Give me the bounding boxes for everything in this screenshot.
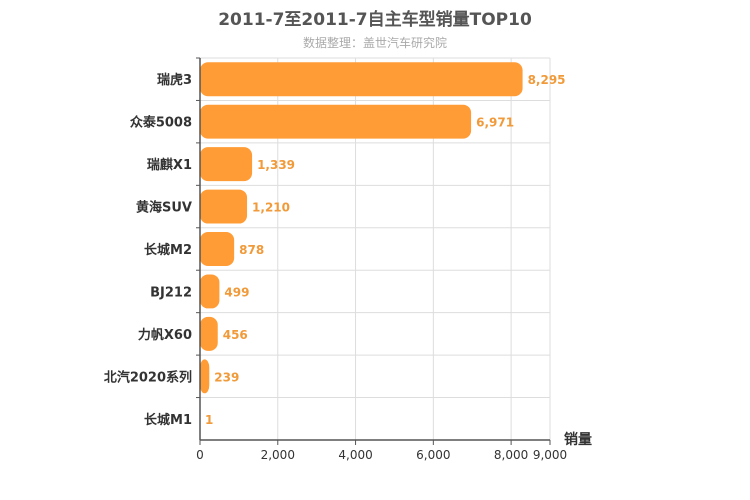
category-label: BJ212 [150,285,192,300]
bar [200,104,472,139]
x-tick-label: 8,000 [494,448,528,462]
category-label: 黄海SUV [136,200,192,216]
chart-subtitle: 数据整理：盖世汽车研究院 [302,36,447,50]
bar [200,359,210,394]
x-tick-label: 9,000 [533,448,567,462]
data-label: 1,339 [257,158,295,172]
category-label: 长城M1 [144,412,192,428]
x-tick-label: 6,000 [416,448,450,462]
category-label: 力帆X60 [138,327,192,343]
category-label: 长城M2 [144,242,192,258]
category-label: 众泰5008 [130,115,192,131]
x-axis-title: 销量 [564,431,592,448]
category-label: 北汽2020系列 [104,369,192,385]
data-label: 239 [214,370,239,384]
data-label: 1 [205,413,213,427]
bar [200,274,220,309]
chart-title: 2011-7至2011-7自主车型销量TOP10 [218,10,532,30]
x-tick-label: 2,000 [261,448,295,462]
data-label: 499 [224,285,249,299]
data-label: 456 [223,328,248,342]
category-label: 瑞麒X1 [147,157,192,173]
x-tick-label: 4,000 [338,448,372,462]
data-label: 8,295 [528,73,566,87]
bar [200,232,235,266]
x-tick-label: 0 [196,448,204,462]
category-label: 瑞虎3 [157,72,192,88]
bar [200,189,248,224]
bar [200,316,218,351]
data-label: 878 [239,243,264,257]
bar [200,62,523,97]
data-label: 6,971 [476,116,514,130]
bar [200,147,253,182]
data-label: 1,210 [252,201,290,215]
